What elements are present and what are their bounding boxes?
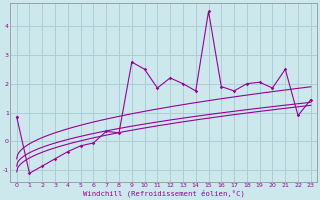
X-axis label: Windchill (Refroidissement éolien,°C): Windchill (Refroidissement éolien,°C) — [83, 190, 245, 197]
